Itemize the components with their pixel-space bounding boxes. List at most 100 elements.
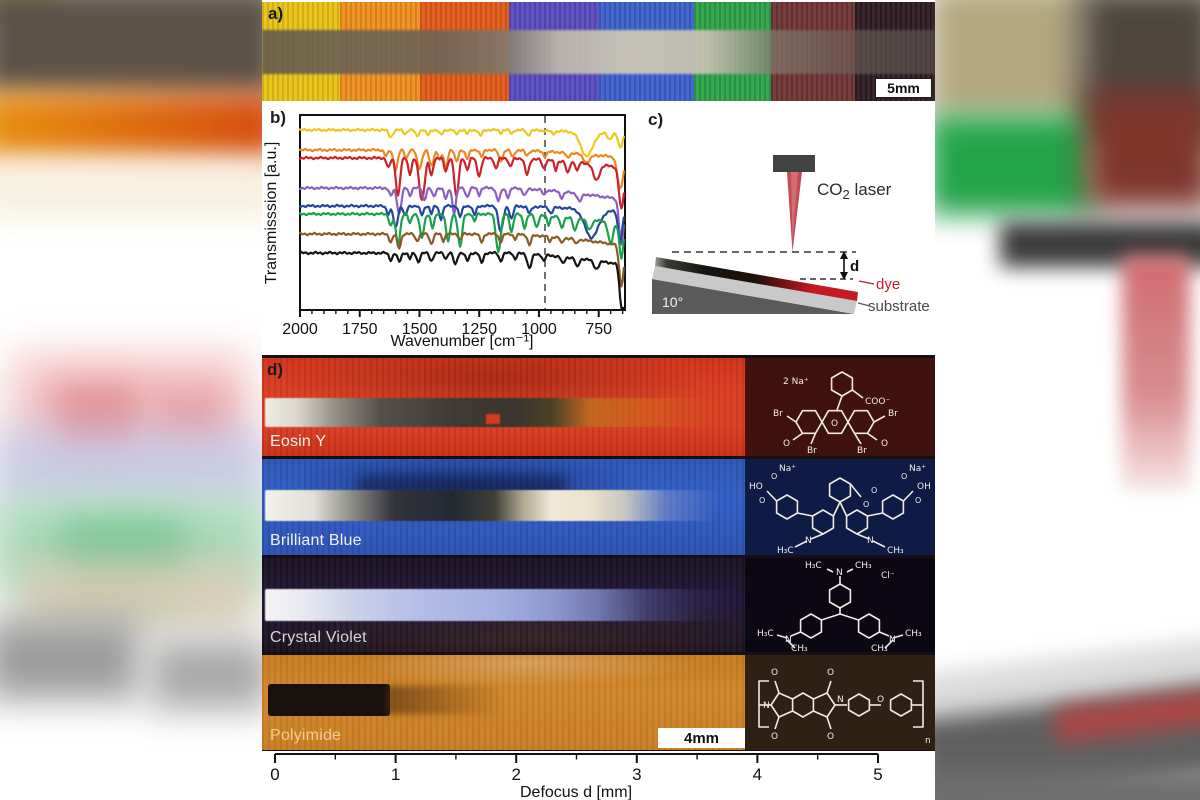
laser-ablated-band xyxy=(262,30,935,74)
laser-beam-core xyxy=(791,172,798,243)
tick-label: 1500 xyxy=(402,321,438,338)
tick-label: 1 xyxy=(391,765,400,784)
bb-o: O xyxy=(915,496,921,505)
crystal-violet-ablated-line xyxy=(265,589,743,621)
bb-ho: HO xyxy=(749,482,763,492)
tick-label: 5 xyxy=(873,765,882,784)
crystal-violet-structure-panel: H₃C CH₃ N Cl⁻ H₃C CH₃ N CH₃ CH₃ N xyxy=(745,558,935,652)
laser-label: CO2 laser xyxy=(817,180,892,202)
eosin-o: O xyxy=(881,439,888,449)
bg-blob xyxy=(0,428,270,510)
dye-layer xyxy=(655,257,858,301)
tick-label: 4 xyxy=(753,765,762,784)
tick-label: 1750 xyxy=(342,321,378,338)
bb-o: O xyxy=(759,496,765,505)
crystal-violet-structure-drawing: H₃C CH₃ N Cl⁻ H₃C CH₃ N CH₃ CH₃ N xyxy=(757,561,922,652)
tick-label: 0 xyxy=(270,765,279,784)
bg-blob xyxy=(1085,92,1200,210)
panel-a-photo: a) 5mm xyxy=(262,2,935,101)
bb-o: O xyxy=(771,472,777,481)
bg-blob xyxy=(150,640,270,710)
y-axis-label: Transmisssion [a.u.] xyxy=(263,142,280,285)
wavenumber-axis-ticks: 2000 1750 1500 1250 1000 750 xyxy=(282,310,624,338)
bg-blob xyxy=(928,115,1096,215)
cv-methyl: CH₃ xyxy=(871,644,888,652)
strip-name-polyimide: Polyimide xyxy=(270,727,342,744)
eosin-br: Br xyxy=(807,446,817,456)
spectrum-curve-yellow xyxy=(298,127,625,158)
polyimide-engraved-bar xyxy=(268,684,390,716)
pi-n: N xyxy=(763,701,770,711)
eosin-br: Br xyxy=(857,446,867,456)
pi-n: N xyxy=(837,695,844,705)
pi-o: O xyxy=(771,668,778,678)
brilliant-blue-ablated-line xyxy=(265,490,743,521)
strip-eosin: d) Eosin Y xyxy=(262,358,935,456)
defocus-axis-ticks: 0 1 2 3 4 5 xyxy=(270,754,883,784)
tick-label: 1000 xyxy=(521,321,557,338)
eosin-photo: d) Eosin Y xyxy=(262,358,745,456)
strip-name-crystal-violet: Crystal Violet xyxy=(270,629,367,646)
bg-blob xyxy=(0,92,280,162)
tick-label: 2 xyxy=(511,765,520,784)
eosin-structure-drawing: 2 Na⁺ COO⁻ Br Br Br Br O O O xyxy=(773,371,898,456)
spectrum-curve-violet xyxy=(298,185,625,246)
cv-n: N xyxy=(785,635,792,645)
panel-d-strips: d) Eosin Y xyxy=(262,355,935,751)
pi-o: O xyxy=(827,668,834,678)
panel-d-label: d) xyxy=(267,360,284,379)
bb-oh: OH xyxy=(917,482,931,492)
strip-crystal-violet: Crystal Violet xyxy=(262,558,935,652)
bb-o: O xyxy=(901,472,907,481)
bb-na: Na⁺ xyxy=(779,464,796,474)
cv-methyl: CH₃ xyxy=(905,629,922,639)
cv-cl: Cl⁻ xyxy=(881,571,895,581)
bb-ethyl: CH₃ xyxy=(887,546,904,555)
bg-blob xyxy=(0,618,140,700)
polyimide-structure-drawing: O O O O N N O n xyxy=(758,668,931,746)
cv-methyl: H₃C xyxy=(757,629,774,639)
tick-label: 1250 xyxy=(461,321,497,338)
strip-polyimide: 4mm Polyimide xyxy=(262,655,935,750)
panel-b-label: b) xyxy=(270,108,286,127)
cv-methyl: CH₃ xyxy=(855,561,872,571)
panel-a-label: a) xyxy=(268,4,284,23)
bb-ethyl: H₃C xyxy=(777,546,794,555)
x-axis-label: Wavenumber [cm⁻¹] xyxy=(391,333,534,350)
bg-blob xyxy=(918,768,1200,800)
eosin-structure-panel: 2 Na⁺ COO⁻ Br Br Br Br O O O xyxy=(745,358,935,456)
tick-label: 750 xyxy=(585,321,612,338)
eosin-counterion: 2 Na⁺ xyxy=(783,377,809,387)
dye-callout-line xyxy=(858,280,875,285)
spectrum-curve-orange xyxy=(298,147,625,190)
bg-blob xyxy=(928,0,1098,117)
angle-label: 10° xyxy=(662,294,683,310)
pi-o-link: O xyxy=(877,695,884,705)
eosin-ablated-line xyxy=(265,398,743,427)
defocus-axis: 0 1 2 3 4 5 Defocus d [mm] xyxy=(270,753,883,800)
brilliant-blue-photo: Brilliant Blue xyxy=(262,459,745,555)
cv-methyl: CH₃ xyxy=(791,644,808,652)
spectrum-curve-blue xyxy=(298,203,625,244)
polyimide-engraved-fade xyxy=(386,686,501,714)
polyimide-structure-panel: O O O O N N O n xyxy=(745,655,935,750)
bb-n: N xyxy=(867,536,874,546)
crystal-violet-photo: Crystal Violet xyxy=(262,558,745,652)
bb-n: N xyxy=(805,536,812,546)
pi-o: O xyxy=(827,732,834,742)
bb-na: Na⁺ xyxy=(909,464,926,474)
spectrum-curve-brown xyxy=(298,231,625,288)
spectrum-curve-black xyxy=(298,250,625,310)
bg-blob xyxy=(1122,255,1190,490)
strip-name-eosin: Eosin Y xyxy=(270,433,327,450)
tick-label: 2000 xyxy=(282,321,318,338)
substrate-callout-line xyxy=(857,302,871,307)
substrate-label: substrate xyxy=(868,298,930,315)
eosin-carboxylate: COO⁻ xyxy=(865,397,890,407)
panel-c-schematic: c) CO2 laser d dye xyxy=(648,110,930,315)
eosin-br: Br xyxy=(773,409,783,419)
laser-head xyxy=(773,155,815,172)
eosin-br: Br xyxy=(888,409,898,419)
substrate-slab xyxy=(652,266,857,314)
